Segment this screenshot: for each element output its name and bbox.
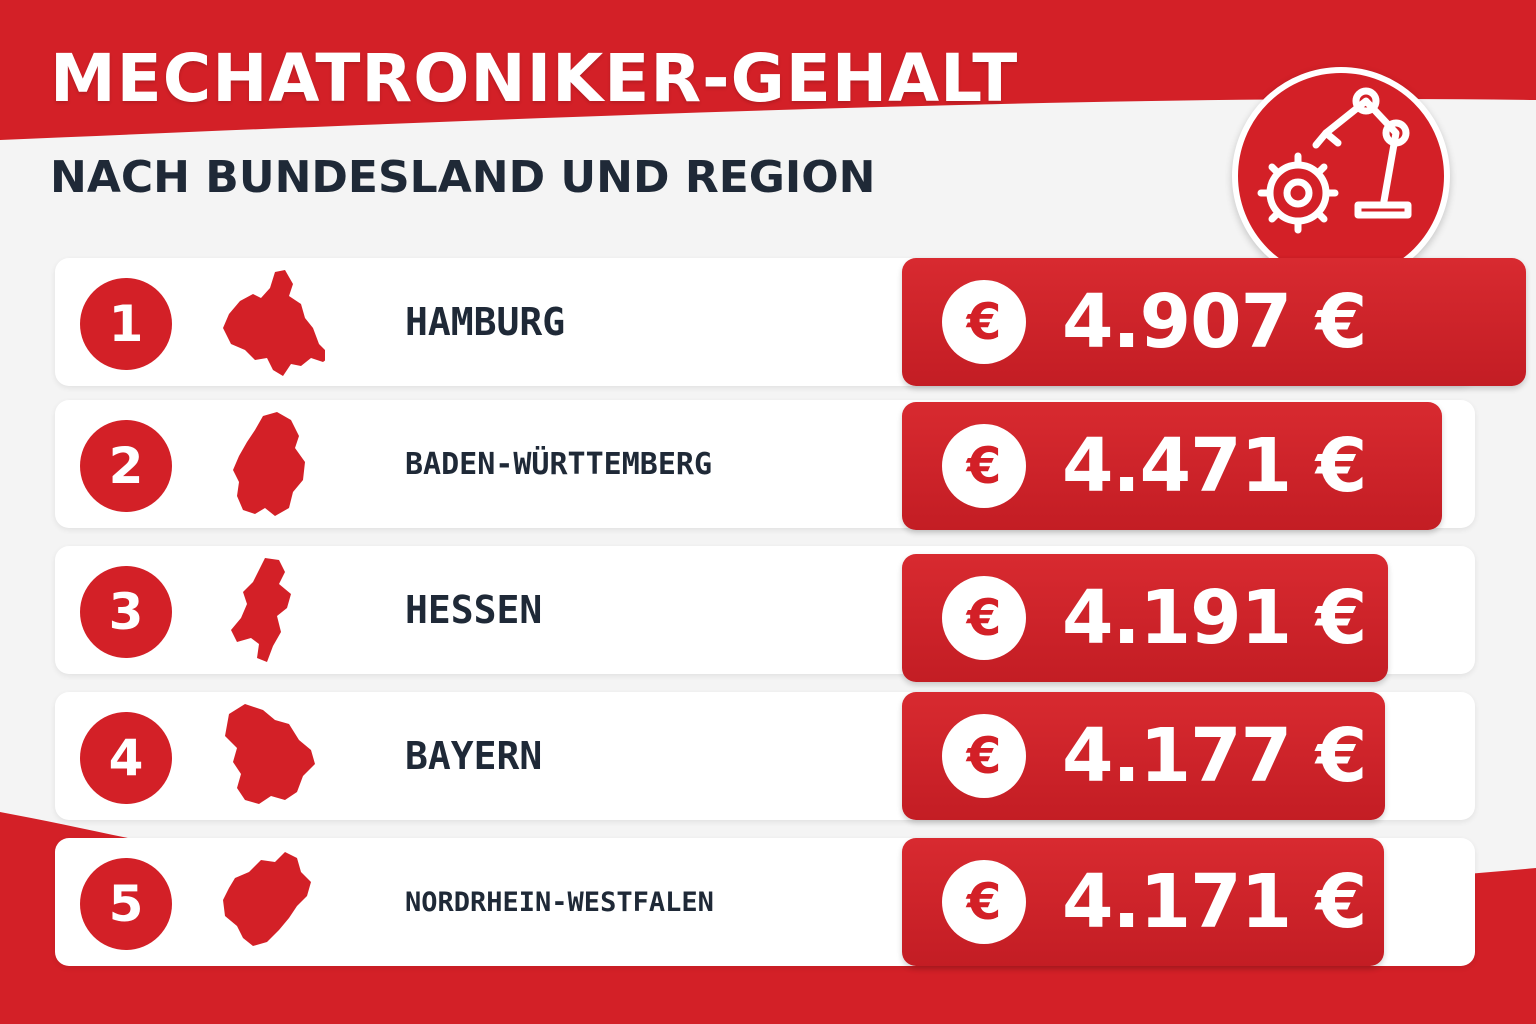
baden-wuerttemberg-map-icon <box>233 412 305 516</box>
bayern-map-icon <box>225 704 315 804</box>
rank-badge: 4 <box>80 712 172 804</box>
rank-badge: 1 <box>80 278 172 370</box>
rank-badge: 2 <box>80 420 172 512</box>
region-label: NORDRHEIN-WESTFALEN <box>405 886 714 918</box>
hessen-map-icon <box>231 558 291 662</box>
salary-bar: € 4.471 € <box>902 402 1442 530</box>
page-subtitle: NACH BUNDESLAND UND REGION <box>50 152 876 203</box>
rank-badge: 5 <box>80 858 172 950</box>
ranking-row: 5 NORDRHEIN-WESTFALEN € 4.171 € <box>55 838 1475 966</box>
region-label: BAYERN <box>405 734 543 778</box>
region-label: HESSEN <box>405 588 543 632</box>
ranking-row: 3 HESSEN € 4.191 € <box>55 546 1475 682</box>
salary-value-label: 4.191 € <box>1062 575 1367 661</box>
salary-bar: € 4.907 € <box>902 258 1526 386</box>
salary-value-label: 4.471 € <box>1062 423 1367 509</box>
salary-value-label: 4.177 € <box>1062 713 1367 799</box>
salary-value-label: 4.171 € <box>1062 859 1367 945</box>
salary-bar: € 4.177 € <box>902 692 1385 820</box>
hamburg-map-icon <box>223 270 325 376</box>
euro-icon: € <box>942 576 1026 660</box>
euro-icon: € <box>942 860 1026 944</box>
salary-bar: € 4.171 € <box>902 838 1384 966</box>
salary-value-label: 4.907 € <box>1062 279 1367 365</box>
euro-icon: € <box>942 714 1026 798</box>
region-label: BADEN-WÜRTTEMBERG <box>405 446 713 482</box>
ranking-row: 1 HAMBURG € 4.907 € <box>55 258 1526 386</box>
salary-bar: € 4.191 € <box>902 554 1388 682</box>
ranking-row: 2 BADEN-WÜRTTEMBERG € 4.471 € <box>55 400 1475 530</box>
nordrhein-westfalen-map-icon <box>223 852 311 946</box>
region-label: HAMBURG <box>405 300 566 344</box>
rank-badge: 3 <box>80 566 172 658</box>
euro-icon: € <box>942 424 1026 508</box>
ranking-row: 4 BAYERN € 4.177 € <box>55 692 1475 820</box>
euro-icon: € <box>942 280 1026 364</box>
robot-arm-gear-icon <box>1232 67 1450 285</box>
page-title: MECHATRONIKER-GEHALT <box>50 40 1019 117</box>
